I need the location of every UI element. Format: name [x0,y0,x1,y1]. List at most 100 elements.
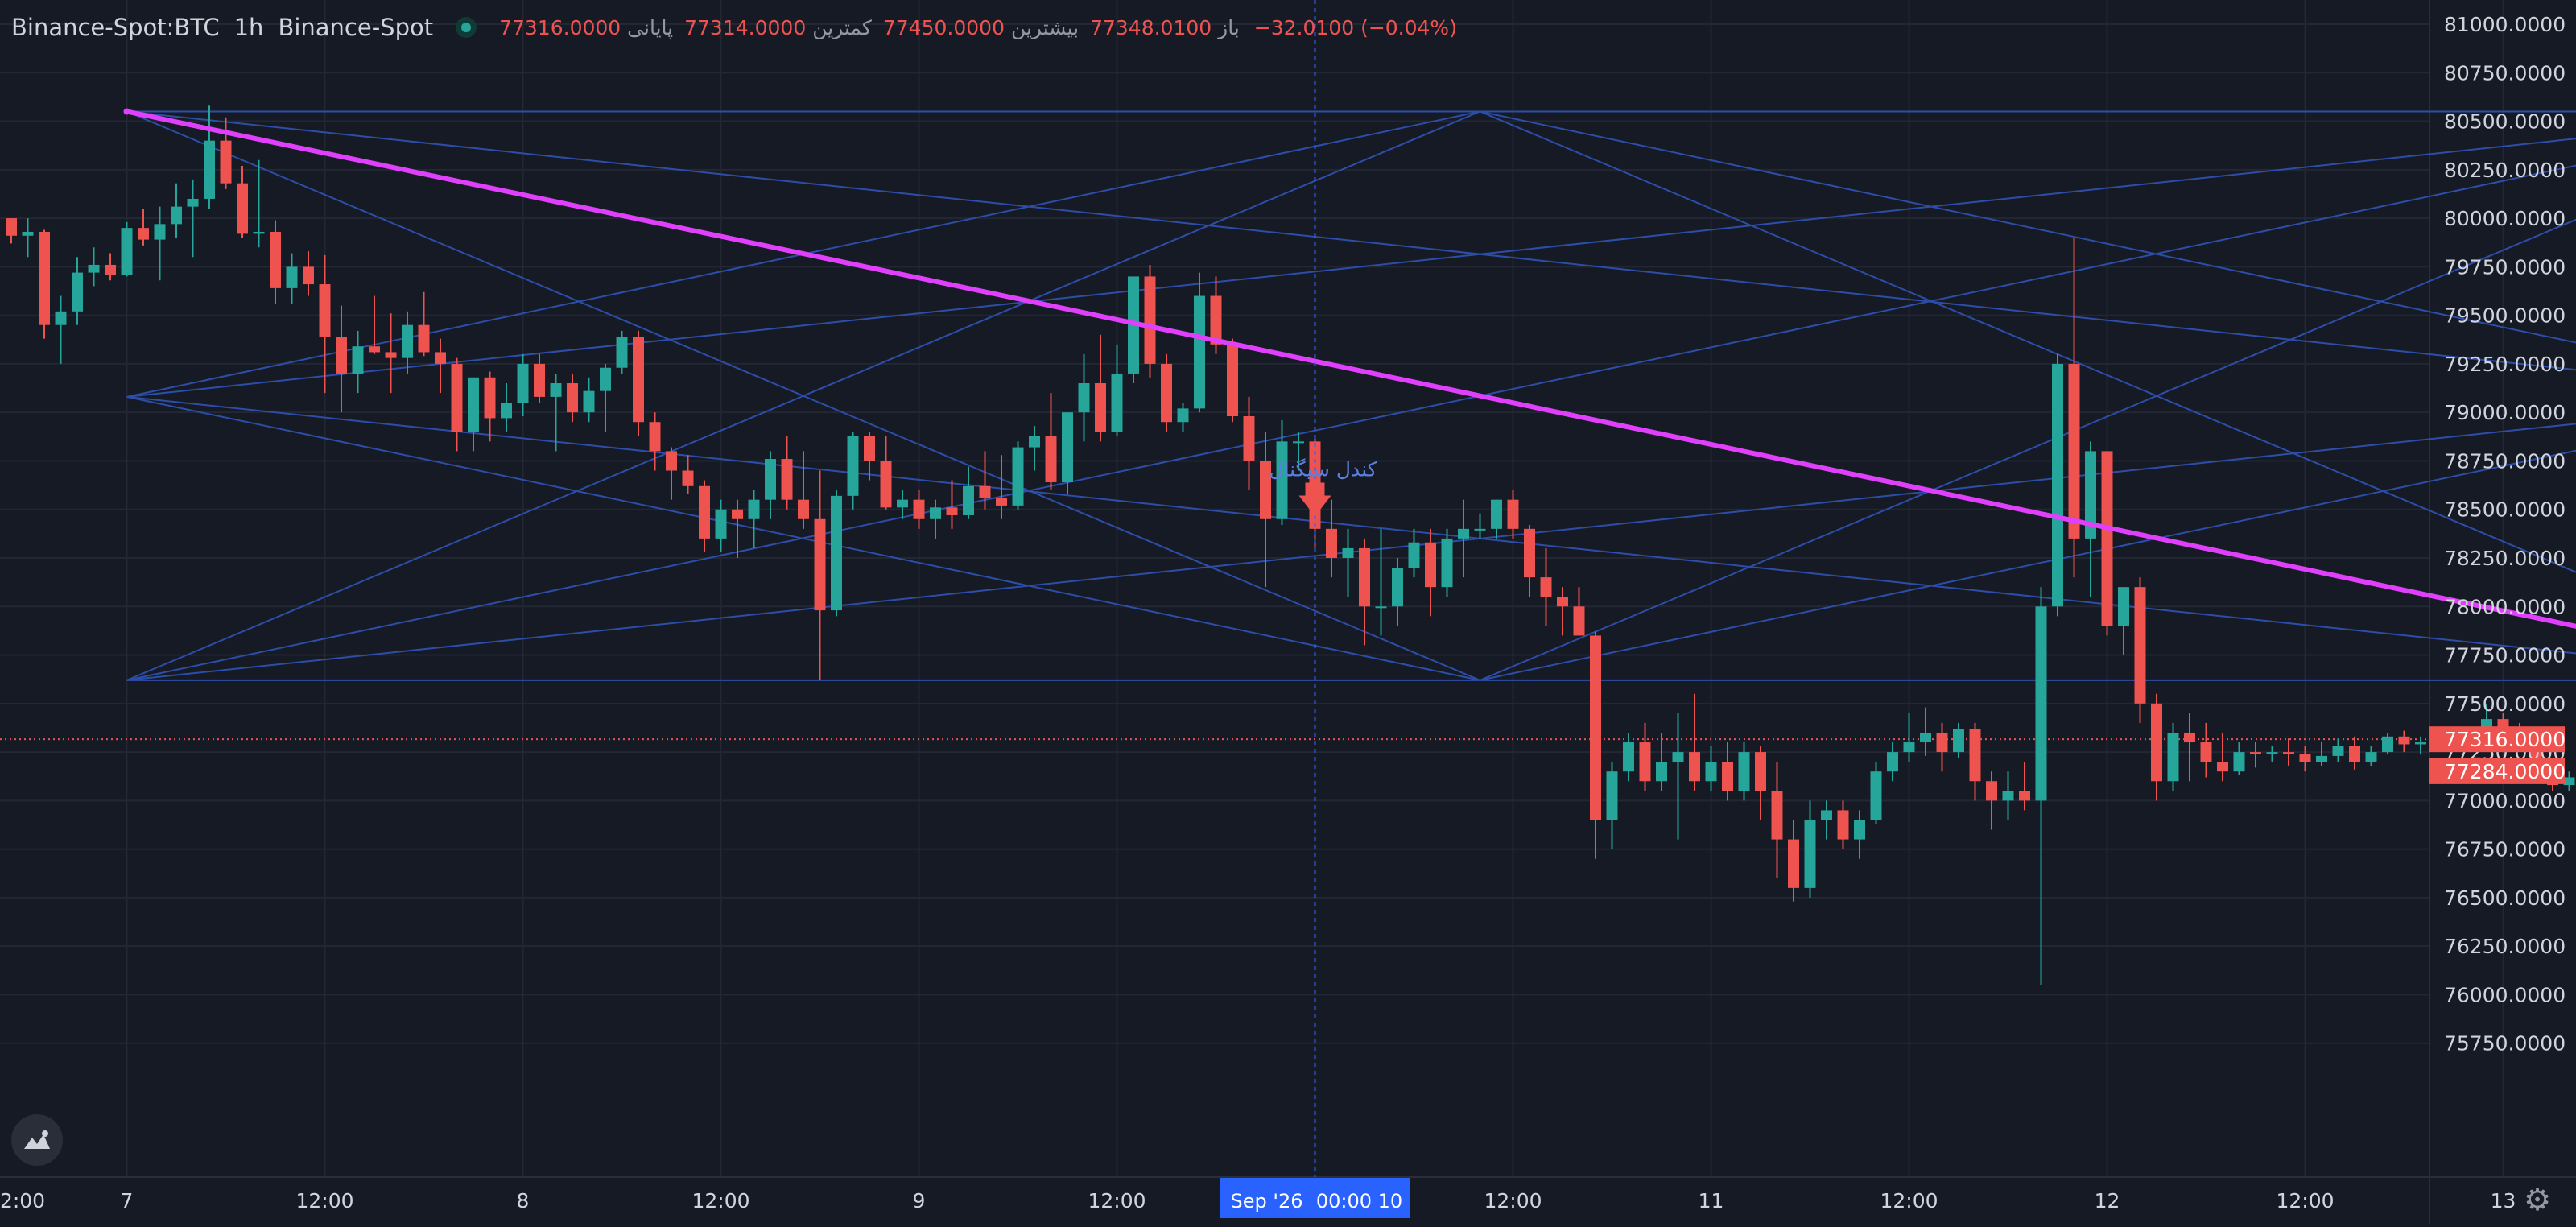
candle-body [1656,762,1667,781]
candle-body [633,337,644,422]
candle [2151,694,2162,801]
candle-body [2201,742,2212,762]
candle-body [1161,364,1172,422]
candle-body [1458,529,1469,539]
candle [2333,738,2344,762]
candle-body [1376,606,1387,608]
candle [1739,742,1750,800]
symbol-name[interactable]: Binance-Spot:BTC [11,14,220,41]
candle-body [2250,752,2261,754]
candle-body [2349,746,2360,762]
candle-body [749,500,760,519]
candle [782,436,793,510]
candle-body [914,500,925,519]
ohlc-open: باز 77348.0100 [1090,16,1240,39]
candle-body [2217,762,2228,771]
candle-body [2135,587,2146,704]
candle [2283,738,2294,766]
candle [1970,723,1981,800]
candle [633,331,644,436]
price-tick-label: 80000.0000 [2444,207,2566,230]
time-tick-label: 7 [121,1189,134,1213]
candle-body [782,459,793,500]
time-tick-label: 13 [2491,1189,2516,1213]
candle [353,331,364,393]
time-tick-label: 12:00 [295,1189,353,1213]
candle-body [1475,529,1486,531]
tradingview-logo-icon[interactable] [11,1114,63,1166]
candle-body [765,459,776,500]
candle-body [2151,704,2162,781]
candle-body [485,378,496,419]
candle-body [501,403,512,418]
price-tick-label: 77500.0000 [2444,692,2566,716]
candle [1524,525,1535,597]
price-tick-label: 80250.0000 [2444,159,2566,182]
candle [1557,587,1568,635]
settings-gear-icon[interactable]: ⚙ [2521,1184,2553,1216]
candle [1508,490,1519,539]
price-tick-label: 79500.0000 [2444,304,2566,328]
gann-line [127,397,2576,680]
candle-body [1607,771,1618,820]
candle-body [1970,729,1981,781]
candle [501,383,512,432]
candle [2168,723,2179,791]
candle [1227,339,1238,423]
price-tick-label: 79250.0000 [2444,353,2566,376]
candle [1161,354,1172,432]
candle-body [2234,752,2245,771]
candle [567,374,578,422]
candle-body [831,496,842,610]
candle-body [171,207,182,225]
candle [122,222,133,277]
candle-body [1095,383,1106,432]
candle [1029,426,1040,470]
candle [1541,548,1552,626]
candle-body [138,228,149,239]
candle-body [2036,606,2047,800]
candle [2349,737,2360,770]
candle [287,253,298,304]
candle-body [2118,587,2129,626]
candle [2003,771,2014,820]
candle-body [1937,733,1948,752]
candle-body [2069,364,2080,539]
candle [1046,393,1057,490]
candle [2036,587,2047,985]
market-status-icon [456,17,477,38]
candle [897,490,908,519]
price-tick-label: 76250.0000 [2444,935,2566,958]
candle [1689,694,1700,791]
candle-body [2300,754,2311,762]
candle [1805,800,1816,898]
interval-label[interactable]: 1h [234,14,264,41]
candle-body [699,486,710,539]
candle-body [947,507,958,515]
candle-body [551,383,562,397]
candle [1788,820,1799,901]
crosshair-date-label: Sep '26 [1231,1190,1303,1213]
candle [1013,441,1024,509]
candle [2366,746,2377,766]
candle-body [122,228,133,275]
ohlc-values: باز 77348.0100 بیشترین 77450.0000 کمترین… [499,16,1240,39]
candle-body [1557,597,1568,606]
candle [2300,746,2311,771]
candle-body [1805,820,1816,887]
candle [1673,713,1684,840]
candle-body [237,184,248,234]
candle-body [1013,448,1024,506]
candle [716,500,727,552]
candle [1442,529,1453,597]
annotations: کندل سیگنالD2 قطر نزولی [1269,457,2576,722]
candle [2250,742,2261,767]
candle-body [1392,568,1403,606]
crosshair-time-label: 00:00 10 [1316,1190,1402,1213]
candle [732,500,743,558]
candle-body [39,232,50,325]
candle-body [419,325,430,353]
candle-body [188,199,199,207]
